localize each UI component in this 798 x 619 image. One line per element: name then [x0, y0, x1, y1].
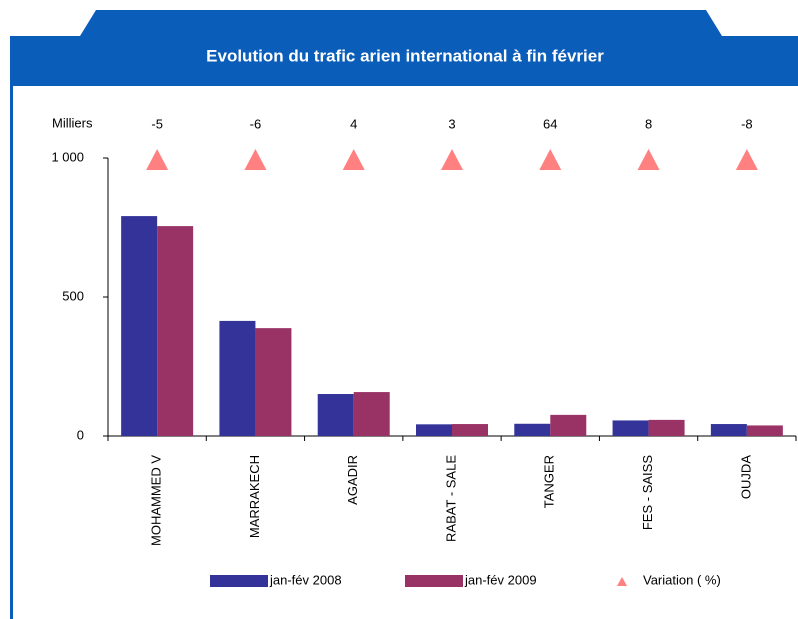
- variation-label: -5: [151, 116, 163, 131]
- legend-label: jan-fév 2009: [464, 572, 537, 587]
- bar: [612, 420, 649, 436]
- header-banner: [12, 10, 798, 86]
- bar: [452, 424, 488, 436]
- bar: [550, 414, 587, 436]
- variation-label: -8: [741, 116, 753, 131]
- y-tick-label: 0: [77, 427, 84, 442]
- variation-marker: [539, 149, 562, 170]
- variation-marker: [342, 149, 365, 170]
- x-tick-label: MARRAKECH: [247, 455, 262, 538]
- bar: [710, 424, 747, 436]
- bar: [353, 392, 390, 436]
- x-tick-label: AGADIR: [345, 455, 360, 505]
- y-tick-label: 1 000: [51, 149, 84, 164]
- legend-label: jan-fév 2008: [269, 572, 342, 587]
- x-tick-label: OUJDA: [738, 455, 753, 499]
- legend-swatch: [405, 575, 463, 587]
- variation-label: -6: [250, 116, 262, 131]
- legend-label: Variation ( %): [643, 572, 721, 587]
- bar: [648, 419, 685, 436]
- x-tick-label: MOHAMMED V: [149, 455, 164, 546]
- variation-label: 8: [645, 116, 652, 131]
- variation-marker: [146, 149, 169, 170]
- x-tick-label: TANGER: [542, 455, 557, 508]
- bar: [121, 216, 158, 436]
- bar: [317, 394, 354, 436]
- variation-label: 3: [448, 116, 455, 131]
- bar: [255, 328, 292, 436]
- bar: [416, 424, 452, 436]
- bar: [219, 320, 256, 436]
- left-border: [10, 36, 13, 619]
- variation-marker: [735, 149, 758, 170]
- bar: [746, 425, 783, 436]
- chart-title: Evolution du trafic arien international …: [206, 46, 604, 65]
- variation-marker: [441, 149, 463, 170]
- x-tick-label: FES - SAISS: [640, 455, 655, 530]
- legend-swatch: [210, 575, 268, 587]
- variation-marker: [244, 149, 267, 170]
- bar: [157, 226, 194, 436]
- variation-label: 4: [350, 116, 357, 131]
- variation-marker: [637, 149, 660, 170]
- x-tick-label: RABAT - SALE: [443, 455, 458, 542]
- legend-marker: [617, 577, 627, 586]
- unit-label: Milliers: [52, 115, 93, 130]
- bar: [514, 423, 551, 436]
- y-tick-label: 500: [62, 288, 84, 303]
- variation-label: 64: [543, 116, 557, 131]
